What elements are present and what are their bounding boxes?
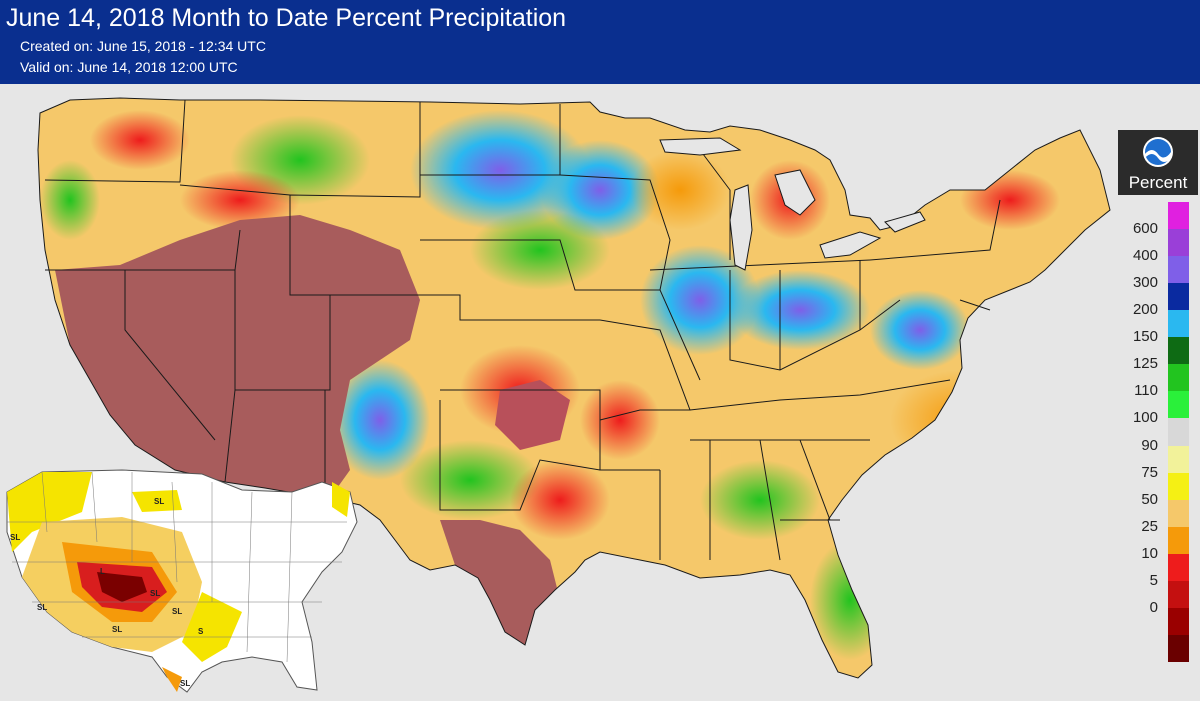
- legend-label: 400: [1132, 247, 1158, 265]
- legend-swatch: [1168, 634, 1189, 663]
- svg-text:L: L: [100, 567, 105, 576]
- legend-swatch: [1168, 310, 1189, 338]
- legend-label: 200: [1132, 301, 1158, 319]
- legend-label: 5: [1149, 571, 1158, 589]
- valid-timestamp: Valid on: June 14, 2018 12:00 UTC: [20, 59, 238, 75]
- legend-label: 150: [1132, 328, 1158, 346]
- svg-text:SL: SL: [10, 533, 20, 542]
- legend-swatch: [1168, 229, 1189, 257]
- map-title: June 14, 2018 Month to Date Percent Prec…: [6, 4, 567, 32]
- legend-swatch: [1168, 283, 1189, 311]
- legend-label: 125: [1132, 355, 1158, 373]
- legend-label: 90: [1141, 436, 1158, 454]
- legend-swatch: [1168, 526, 1189, 555]
- legend-label: 600: [1132, 220, 1158, 238]
- svg-text:SL: SL: [180, 679, 190, 688]
- legend-swatch: [1168, 472, 1189, 501]
- svg-text:SL: SL: [112, 625, 122, 634]
- title-banner: June 14, 2018 Month to Date Percent Prec…: [0, 0, 1200, 84]
- legend-header: Percent: [1118, 130, 1198, 195]
- legend-label: 75: [1141, 463, 1158, 481]
- svg-text:SL: SL: [150, 589, 160, 598]
- legend-swatch: [1168, 580, 1189, 609]
- legend-label: 10: [1141, 544, 1158, 562]
- svg-text:SL: SL: [37, 603, 47, 612]
- legend-swatch: [1168, 607, 1189, 636]
- legend-color-bar: [1168, 202, 1189, 663]
- legend-label: 50: [1141, 490, 1158, 508]
- great-lakes: [659, 137, 926, 271]
- legend-swatch: [1168, 553, 1189, 582]
- legend-label: 100: [1132, 409, 1158, 427]
- legend-swatch: [1168, 499, 1189, 528]
- legend-label: 0: [1149, 598, 1158, 616]
- state-borders: [37, 97, 1111, 679]
- noaa-logo-icon: [1143, 137, 1173, 167]
- svg-text:SL: SL: [172, 607, 182, 616]
- legend-swatch: [1168, 445, 1189, 474]
- legend-title: Percent: [1128, 173, 1188, 192]
- legend-label: 25: [1141, 517, 1158, 535]
- legend-swatch: [1168, 364, 1189, 392]
- legend-swatch: [1168, 418, 1189, 447]
- svg-text:SL: SL: [154, 497, 164, 506]
- created-timestamp: Created on: June 15, 2018 - 12:34 UTC: [20, 38, 266, 54]
- legend-swatch: [1168, 337, 1189, 365]
- legend-label: 300: [1132, 274, 1158, 292]
- inset-labels: SL SL SL L SL SL SL S SL: [10, 497, 204, 688]
- legend-swatch: [1168, 391, 1189, 419]
- legend-swatch: [1168, 256, 1189, 284]
- legend-swatch: [1168, 202, 1189, 230]
- drought-monitor-inset: SL SL SL L SL SL SL S SL: [6, 469, 358, 693]
- legend-label: 110: [1134, 382, 1158, 400]
- svg-text:S: S: [198, 627, 204, 636]
